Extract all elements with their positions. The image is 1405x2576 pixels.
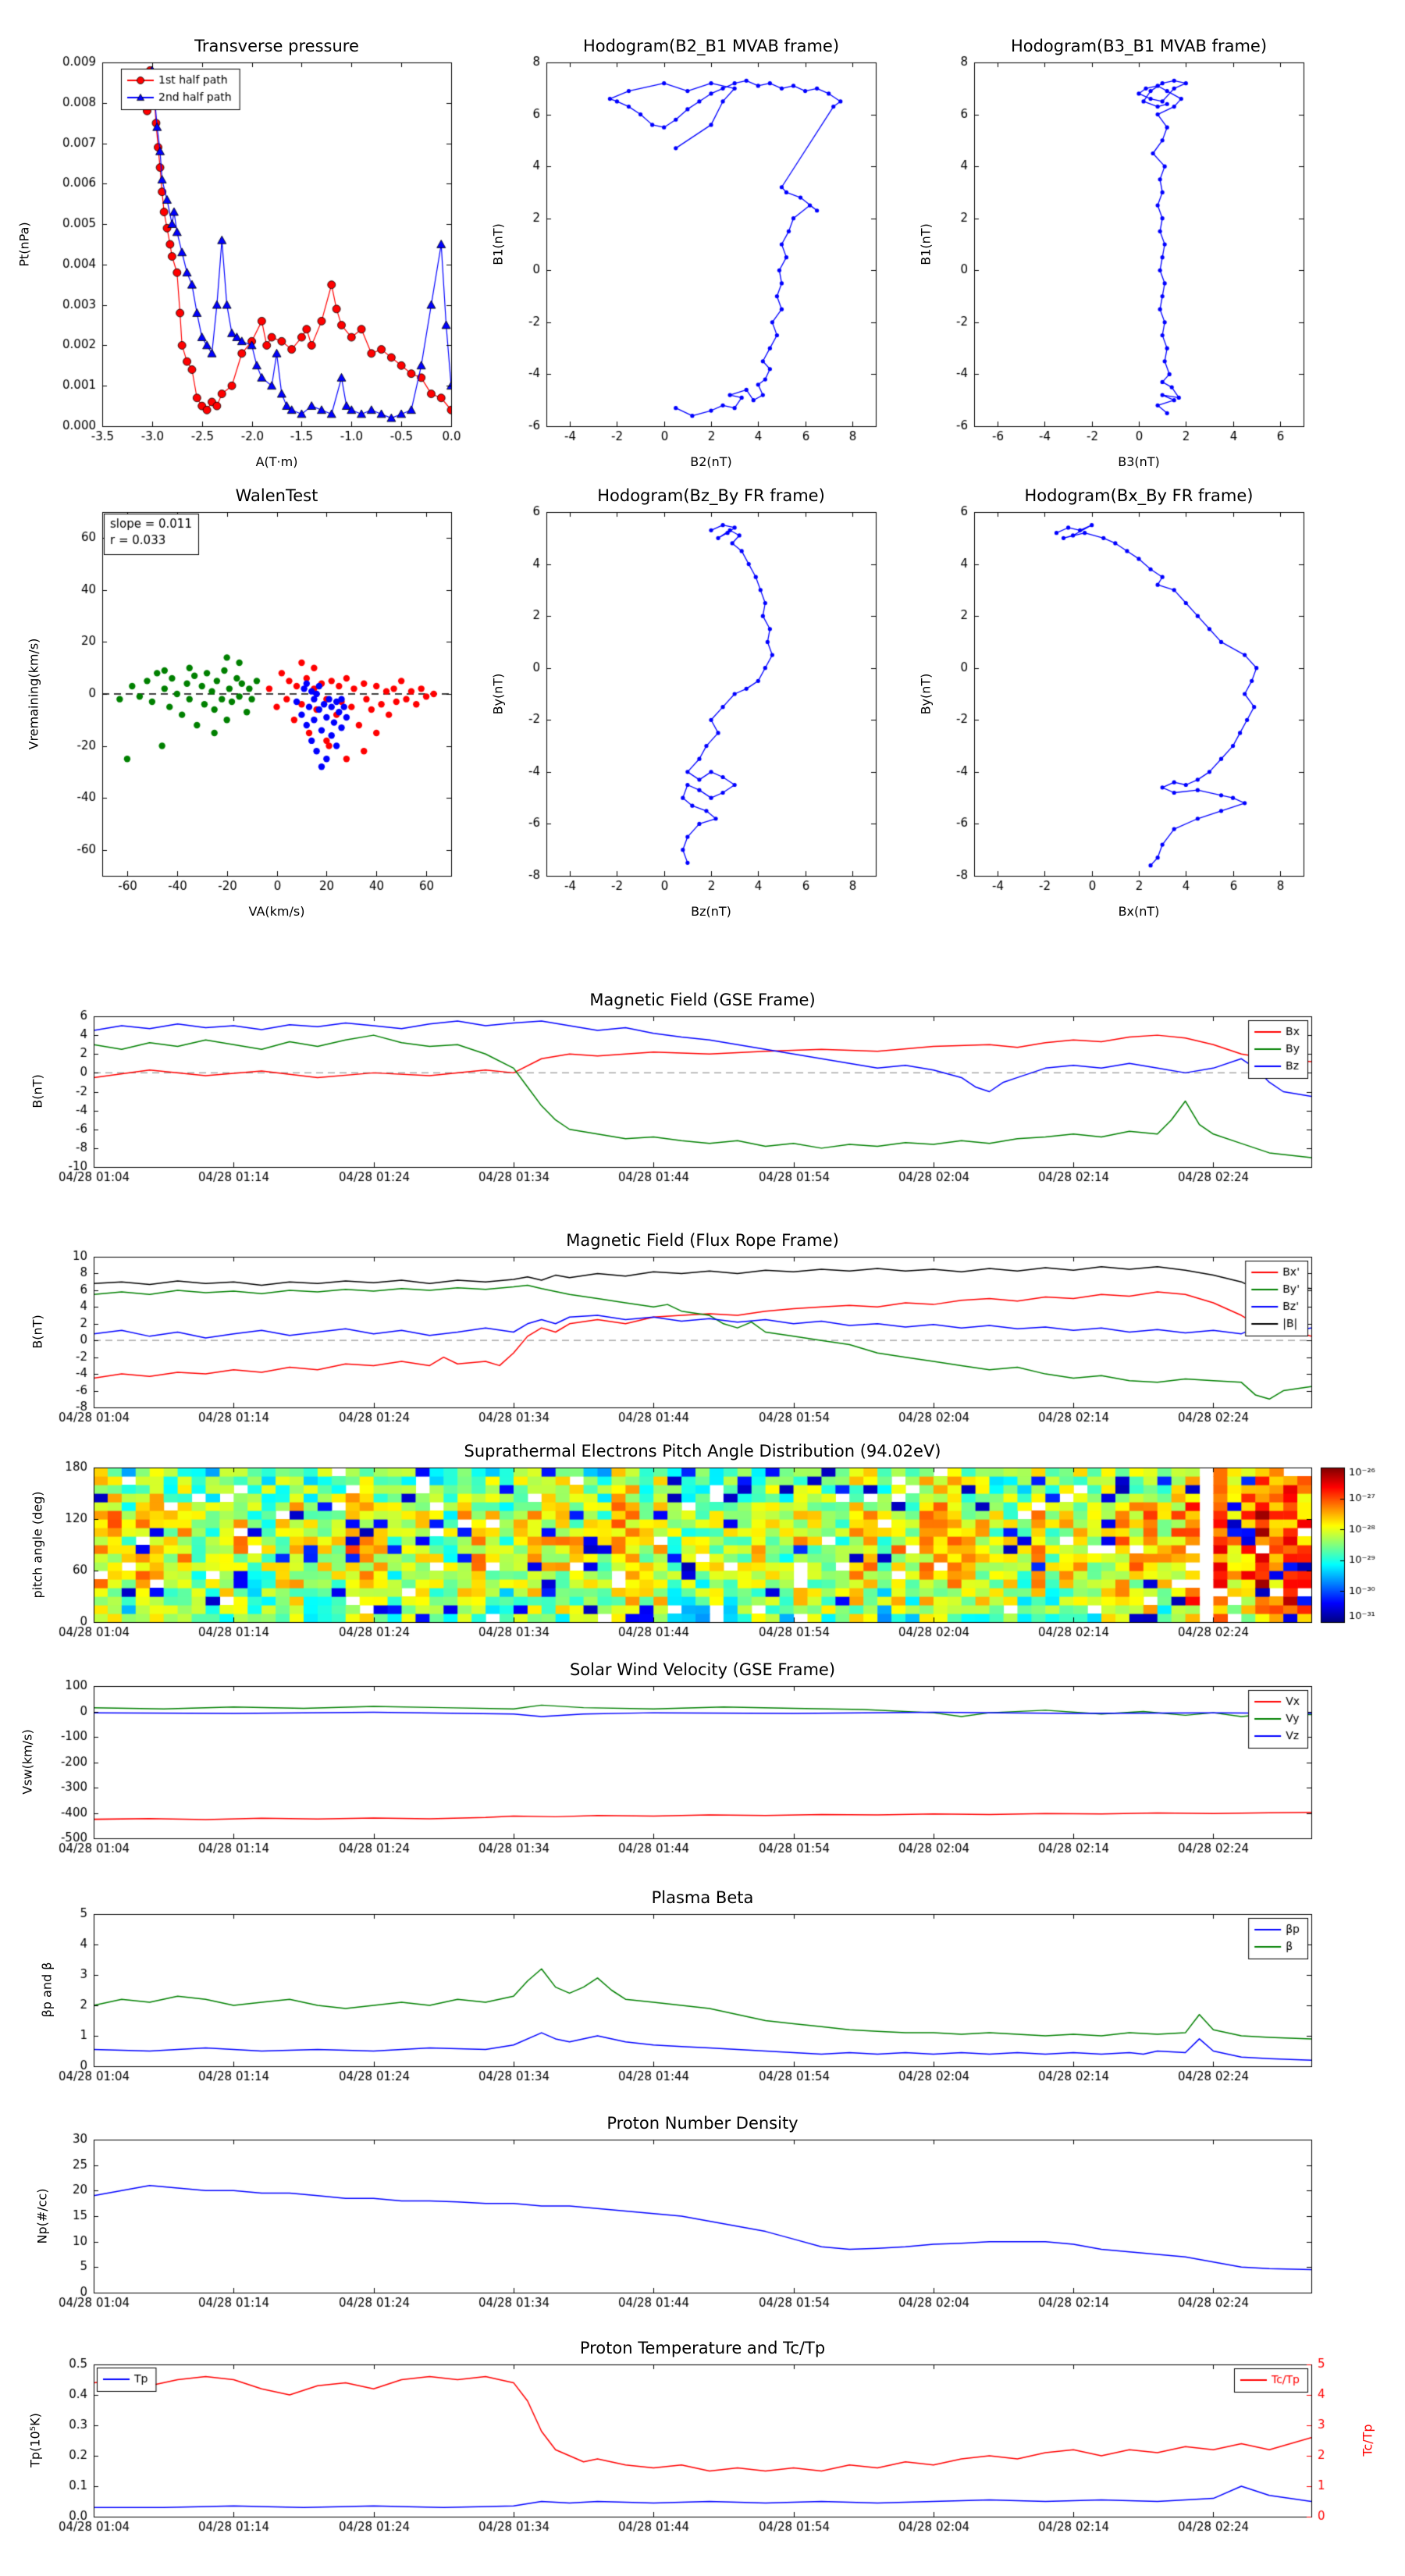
ylabel-hodogram-bx-by: By(nT) (918, 673, 934, 715)
ylabel-plasma-beta: βp and β (39, 1962, 55, 2018)
ylabel-proton-density: Np(#/cc) (34, 2188, 50, 2244)
xlabel-hodogram-b3-b1: B3(nT) (1118, 454, 1160, 469)
title-electron-pad: Suprathermal Electrons Pitch Angle Distr… (464, 1442, 941, 1461)
title-magnetic-field-gse: Magnetic Field (GSE Frame) (589, 991, 816, 1009)
title-walen-test: WalenTest (235, 486, 318, 505)
title-magnetic-field-fr: Magnetic Field (Flux Rope Frame) (566, 1231, 839, 1250)
title-plasma-beta: Plasma Beta (651, 1888, 754, 1907)
ylabel-magnetic-field-gse: B(nT) (30, 1074, 45, 1108)
title-transverse-pressure: Transverse pressure (194, 37, 359, 55)
ylabel-hodogram-b2-b1: B1(nT) (490, 223, 506, 265)
ylabel-electron-pad: pitch angle (deg) (30, 1491, 45, 1599)
xlabel-walen-test: VA(km/s) (248, 904, 305, 919)
title-solar-wind-velocity: Solar Wind Velocity (GSE Frame) (569, 1660, 836, 1679)
xlabel-hodogram-b2-b1: B2(nT) (690, 454, 732, 469)
title-hodogram-b3-b1: Hodogram(B3_B1 MVAB frame) (1010, 37, 1268, 55)
ylabel-hodogram-b3-b1: B1(nT) (918, 223, 934, 265)
ylabel-transverse-pressure: Pt(nPa) (16, 222, 32, 267)
ylabel-solar-wind-velocity: Vsw(km/s) (20, 1729, 35, 1795)
ylabel-magnetic-field-fr: B(nT) (30, 1315, 45, 1349)
title-proton-density: Proton Number Density (606, 2114, 799, 2133)
ylabel-tc-tp-ratio: Tc/Tp (1360, 2424, 1375, 2457)
ylabel-hodogram-bz-by: By(nT) (490, 673, 506, 715)
xlabel-transverse-pressure: A(T·m) (255, 454, 298, 469)
title-hodogram-bx-by: Hodogram(Bx_By FR frame) (1024, 486, 1254, 505)
xlabel-hodogram-bz-by: Bz(nT) (691, 904, 731, 919)
ylabel-walen-test: Vremaining(km/s) (26, 638, 41, 750)
title-proton-temperature: Proton Temperature and Tc/Tp (579, 2339, 826, 2357)
title-hodogram-bz-by: Hodogram(Bz_By FR frame) (597, 486, 825, 505)
ylabel-proton-temperature: Tp(10⁵K) (27, 2413, 43, 2467)
xlabel-hodogram-bx-by: Bx(nT) (1118, 904, 1160, 919)
title-hodogram-b2-b1: Hodogram(B2_B1 MVAB frame) (582, 37, 840, 55)
